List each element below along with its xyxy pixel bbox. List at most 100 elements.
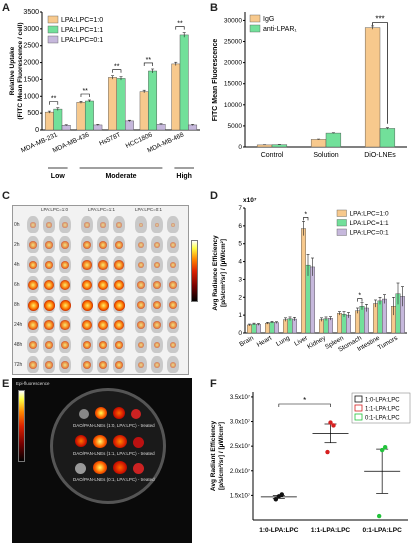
bar bbox=[251, 323, 257, 334]
data-point bbox=[325, 449, 330, 455]
row-time-label: 72h bbox=[14, 362, 23, 368]
y-tick-label: 5000 bbox=[228, 123, 243, 130]
col-label-0-1: LPA:LPC=0:1 bbox=[135, 207, 163, 212]
fluorescence-spot bbox=[81, 319, 93, 331]
fluorescence-spot bbox=[27, 279, 39, 291]
fluorescence-spot bbox=[114, 240, 124, 250]
fluorescence-spot bbox=[169, 321, 177, 329]
bar bbox=[271, 144, 288, 148]
bar bbox=[156, 124, 166, 131]
bar bbox=[382, 298, 387, 334]
legend-label: LPA:LPC=1:0 bbox=[61, 17, 103, 24]
fluorescence-spot bbox=[43, 299, 55, 311]
legend-label: IgG bbox=[263, 16, 274, 23]
y-tick-label: 2 bbox=[238, 294, 242, 301]
data-point bbox=[328, 420, 333, 425]
bar bbox=[274, 322, 279, 334]
mouse-image bbox=[151, 316, 163, 333]
mouse-image bbox=[151, 276, 163, 293]
significance-bracket bbox=[143, 62, 153, 66]
significance-label: * bbox=[304, 211, 307, 218]
organ-6 bbox=[93, 435, 107, 448]
data-point bbox=[379, 447, 385, 453]
legend-swatch bbox=[47, 35, 59, 44]
category-label: 1:0-LPA:LPC bbox=[259, 527, 299, 534]
fluorescence-spot bbox=[137, 361, 145, 369]
mouse-image bbox=[81, 256, 93, 273]
bar bbox=[179, 34, 189, 131]
bar bbox=[364, 307, 369, 334]
bar bbox=[265, 322, 270, 334]
panel-e-colorbar bbox=[18, 390, 25, 462]
significance-bracket bbox=[80, 93, 90, 97]
fluorescence-spot bbox=[97, 299, 109, 311]
fluorescence-spot bbox=[59, 279, 71, 291]
fluorescence-spot bbox=[137, 241, 145, 249]
panel-c-imaging-grid: LPA:LPC=1:0 LPA:LPC=1:1 LPA:LPC=0:1 0h 2h… bbox=[12, 205, 189, 375]
fluorescence-spot bbox=[44, 260, 54, 270]
bar bbox=[188, 124, 198, 131]
fluorescence-spot bbox=[98, 360, 108, 370]
fluorescence-spot bbox=[137, 261, 145, 269]
mouse-image bbox=[113, 256, 125, 273]
bar bbox=[139, 91, 149, 131]
row-time-label: 4h bbox=[14, 262, 20, 268]
organ-3 bbox=[113, 407, 125, 419]
legend-label: LPA:LPC=0:1 bbox=[350, 230, 389, 237]
panel-label-f: F bbox=[210, 378, 217, 390]
panel-label-a: A bbox=[2, 2, 10, 14]
fluorescence-spot bbox=[113, 299, 125, 311]
significance-label: ** bbox=[114, 64, 120, 71]
mouse-image bbox=[27, 256, 39, 273]
mouse-image bbox=[27, 336, 39, 353]
y-tick-label: 10000 bbox=[224, 102, 242, 109]
fluorescence-spot bbox=[170, 222, 176, 228]
category-label: Tumors bbox=[377, 334, 400, 351]
row-time-label: 0h bbox=[14, 222, 20, 228]
y-tick-label: 2500 bbox=[23, 43, 39, 50]
organ-2 bbox=[95, 407, 107, 419]
category-label: Hs578T bbox=[98, 131, 122, 147]
dish-label-1: DAO/PAN-LNEs (1:0, LPA:LPC) - treated bbox=[73, 423, 155, 428]
significance-bracket bbox=[49, 101, 59, 105]
significance-label: ** bbox=[177, 21, 183, 28]
mouse-image bbox=[113, 336, 125, 353]
mouse-image bbox=[167, 216, 179, 233]
bar bbox=[328, 318, 333, 334]
organ-10 bbox=[93, 461, 107, 474]
mouse-image bbox=[97, 236, 109, 253]
organ-7 bbox=[113, 435, 127, 448]
col-label-1-0: LPA:LPC=1:0 bbox=[41, 207, 69, 212]
mouse-image bbox=[81, 276, 93, 293]
mouse-image bbox=[43, 296, 55, 313]
mouse-image bbox=[135, 336, 147, 353]
mouse-image bbox=[97, 276, 109, 293]
y-tick-label: 3.5x10⁷ bbox=[230, 394, 250, 401]
y-tick-label: 0 bbox=[35, 127, 39, 134]
fluorescence-spot bbox=[98, 340, 108, 350]
imaging-row: 2h bbox=[13, 235, 188, 255]
y-tick-label: 7 bbox=[238, 205, 242, 212]
mouse-image bbox=[59, 256, 71, 273]
fluorescence-spot bbox=[113, 279, 125, 291]
significance-bracket bbox=[372, 22, 388, 124]
mouse-image bbox=[59, 216, 71, 233]
chart-f-radiant: 1.5x10⁷ 2.0x10⁷ 2.5x10⁷ 3.0x10⁷ 3.5x10⁷ Avg R… bbox=[210, 392, 411, 534]
fluorescence-spot bbox=[100, 222, 106, 228]
mouse-image bbox=[167, 256, 179, 273]
bar bbox=[301, 228, 306, 334]
mouse-image bbox=[167, 276, 179, 293]
bar bbox=[148, 70, 158, 131]
organ-11 bbox=[113, 461, 127, 474]
y-tick-label: 1 bbox=[238, 312, 242, 319]
mouse-image bbox=[59, 336, 71, 353]
significance-label: ** bbox=[82, 88, 88, 95]
mouse-image bbox=[97, 356, 109, 373]
fluorescence-spot bbox=[114, 340, 124, 350]
mouse-image bbox=[151, 296, 163, 313]
bar bbox=[364, 27, 381, 148]
bar bbox=[319, 319, 324, 334]
legend-swatch bbox=[336, 219, 347, 227]
fluorescence-spot bbox=[153, 241, 161, 249]
